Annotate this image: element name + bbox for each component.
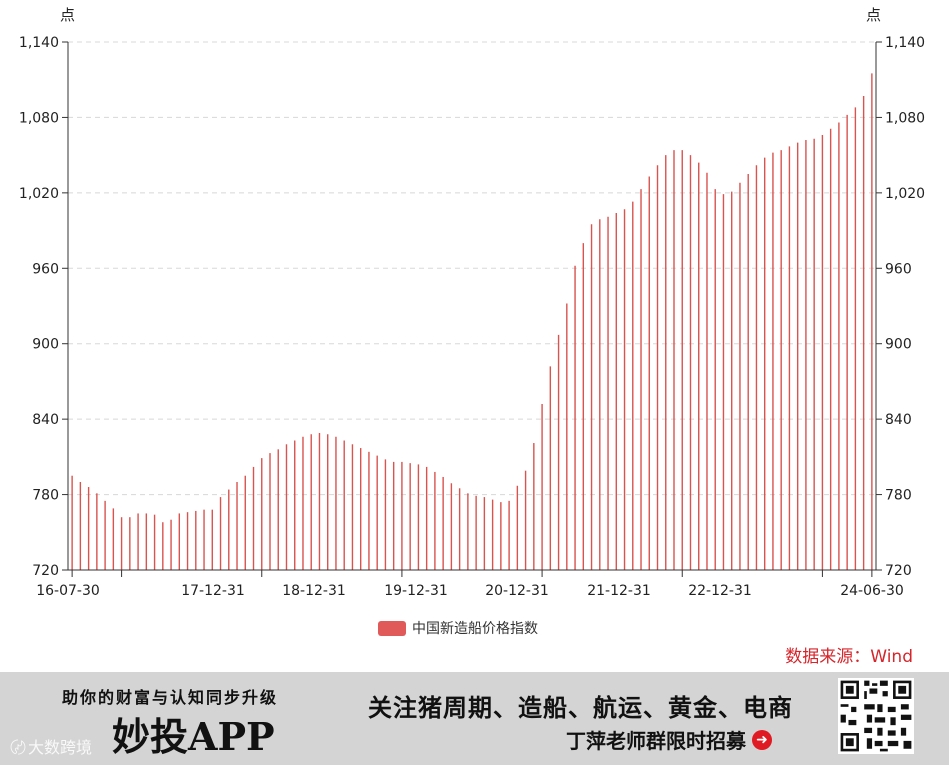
data-source: 数据来源：Wind — [785, 647, 913, 667]
left-y-tick-label: 960 — [32, 261, 59, 277]
watermark-text: 大数跨境 — [28, 738, 93, 757]
promo-banner[interactable]: 助你的财富与认知同步升级 妙投APP 关注猪周期、造船、航运、黄金、电商 丁萍老… — [0, 672, 949, 765]
banner-teacher-text: 丁萍老师群限时招募 — [566, 729, 746, 753]
banner-app-name: 妙投APP — [112, 714, 275, 759]
x-tick-label: 16-07-30 — [36, 583, 100, 599]
right-y-tick-label: 780 — [885, 488, 912, 504]
left-y-tick-label: 840 — [32, 412, 59, 428]
gridlines — [68, 41, 876, 496]
x-tick-label: 21-12-31 — [587, 583, 651, 599]
left-y-tick-label: 1,080 — [19, 110, 59, 126]
bar-chart: 点 点 720 720 780 780 840 840 900 900 960 960 1,020 1… — [19, 6, 925, 599]
right-y-tick-label: 840 — [885, 412, 912, 428]
left-y-tick-label: 900 — [32, 337, 59, 353]
left-y-tick-label: 780 — [32, 488, 59, 504]
banner-teacher-link[interactable]: 丁萍老师群限时招募 ➜ — [566, 725, 772, 754]
x-tick-label: 19-12-31 — [384, 583, 448, 599]
x-tick-label: 24-06-30 — [840, 583, 904, 599]
right-y-tick-label: 1,140 — [885, 35, 925, 51]
left-y-tick-label: 1,020 — [19, 186, 59, 202]
x-tick-label: 22-12-31 — [688, 583, 752, 599]
right-y-tick-label: 1,020 — [885, 186, 925, 202]
x-axis: 16-07-30 17-12-31 18-12-31 19-12-31 20-12-31… — [36, 569, 904, 599]
x-tick-label: 18-12-31 — [282, 583, 346, 599]
qr-code-icon[interactable] — [838, 678, 914, 754]
right-y-tick-label: 960 — [885, 261, 912, 277]
left-y-tick-label: 1,140 — [19, 35, 59, 51]
y-axes: 720 720 780 780 840 840 900 900 960 960 1,020 1,020… — [19, 35, 925, 579]
x-tick-label: 20-12-31 — [485, 583, 549, 599]
right-unit-label: 点 — [866, 6, 881, 24]
legend-swatch — [378, 620, 406, 636]
banner-tagline: 助你的财富与认知同步升级 — [62, 688, 279, 707]
banner-follow-text: 关注猪周期、造船、航运、黄金、电商 — [368, 694, 793, 722]
bars — [71, 73, 873, 570]
watermark-logo-icon: 〄 — [10, 738, 27, 757]
legend[interactable]: 中国新造船价格指数 — [378, 618, 538, 638]
arrow-right-circle-icon[interactable]: ➜ — [752, 729, 772, 750]
right-y-tick-label: 900 — [885, 337, 912, 353]
right-y-tick-label: 1,080 — [885, 110, 925, 126]
watermark: 〄 大数跨境 — [10, 734, 92, 758]
left-y-tick-label: 720 — [32, 563, 59, 579]
right-y-tick-label: 720 — [885, 563, 912, 579]
x-tick-label: 17-12-31 — [181, 583, 245, 599]
legend-label: 中国新造船价格指数 — [412, 621, 538, 637]
left-unit-label: 点 — [60, 6, 75, 24]
